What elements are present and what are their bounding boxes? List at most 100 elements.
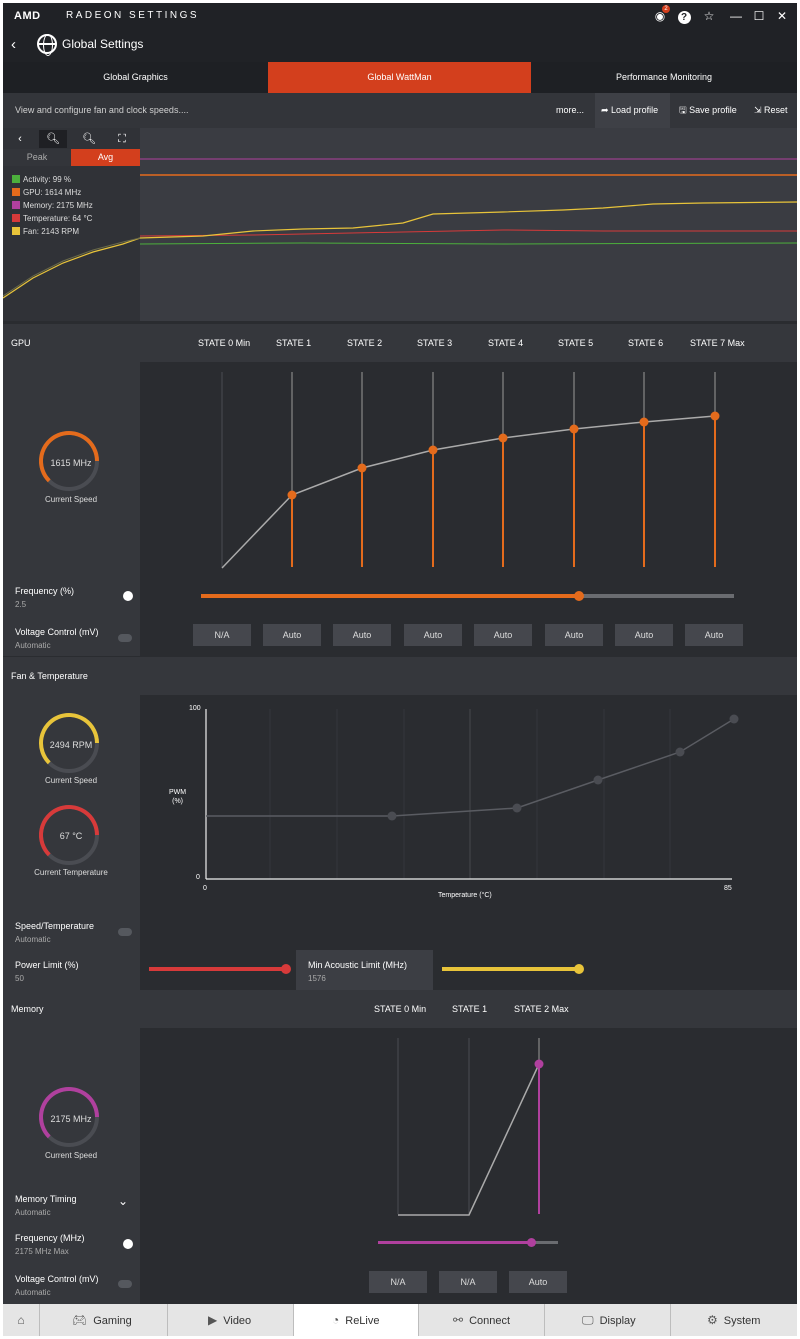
memory-timing-panel[interactable]: Memory Timing Automatic ⌄ xyxy=(3,1184,140,1224)
memory-voltage-state-0[interactable]: N/A xyxy=(369,1271,427,1293)
close-icon[interactable]: ✕ xyxy=(776,9,788,23)
app-title: RADEON SETTINGS xyxy=(66,10,200,21)
gpu-voltage-state-0[interactable]: N/A xyxy=(193,624,251,646)
collapse-icon[interactable]: ‹ xyxy=(18,133,22,145)
gpu-voltage-state-7[interactable]: Auto xyxy=(685,624,743,646)
nav-relive[interactable]: ◔ ReLive xyxy=(293,1304,418,1336)
tab-performance-monitoring[interactable]: Performance Monitoring xyxy=(615,72,713,82)
history-line xyxy=(3,237,141,297)
tab-global-wattman[interactable]: Global WattMan xyxy=(268,62,531,93)
nav-gaming[interactable]: 🎮︎ Gaming xyxy=(39,1304,167,1336)
temperature-value: 67 °C xyxy=(59,831,83,841)
memory-frequency-toggle[interactable] xyxy=(123,1239,133,1249)
memory-frequency-knob[interactable] xyxy=(526,1238,536,1247)
fan-line xyxy=(3,201,797,299)
nav-system[interactable]: ⚙ System xyxy=(670,1304,797,1336)
gpu-voltage-state-5[interactable]: Auto xyxy=(545,624,603,646)
star-icon[interactable]: ☆ xyxy=(703,9,715,23)
memory-timing-title: Memory Timing xyxy=(15,1194,77,1204)
memory-voltage-mode: Automatic xyxy=(15,1288,51,1297)
avg-toggle[interactable]: Avg xyxy=(71,149,140,166)
zoom-in-icon[interactable]: 🔍︎ xyxy=(39,130,67,148)
power-limit-slider[interactable] xyxy=(149,964,291,974)
reset-icon: ⇲ xyxy=(754,105,765,115)
graph-plot-area xyxy=(140,128,797,321)
fan-point-3[interactable] xyxy=(593,775,603,785)
reset-label: Reset xyxy=(764,105,788,115)
state-4-handle[interactable] xyxy=(498,433,508,443)
legend-memory[interactable]: Memory: 2175 MHz xyxy=(12,201,93,210)
more-button[interactable]: more... xyxy=(556,105,585,115)
gpu-voltage-state-4[interactable]: Auto xyxy=(474,624,532,646)
fan-point-4[interactable] xyxy=(675,747,685,757)
gpu-voltage-state-2[interactable]: Auto xyxy=(333,624,391,646)
load-profile-button[interactable]: ➦ Load profile xyxy=(595,93,670,128)
acoustic-limit-slider[interactable] xyxy=(442,964,584,974)
help-icon[interactable]: ? xyxy=(675,7,693,25)
nav-connect[interactable]: ⚯ Connect xyxy=(418,1304,544,1336)
state-3-handle[interactable] xyxy=(428,445,438,455)
home-button[interactable]: ⌂ xyxy=(3,1304,39,1336)
back-icon[interactable]: ‹ xyxy=(11,36,16,53)
minimize-icon[interactable]: — xyxy=(730,9,742,23)
memory-frequency-slider[interactable] xyxy=(378,1238,558,1247)
memory-speed-value: 2175 MHz xyxy=(50,1114,92,1124)
state-7-handle[interactable] xyxy=(710,411,720,421)
speed-temperature-spacer xyxy=(140,910,797,950)
bottom-navigation: ⌂ 🎮︎ Gaming ▶ Video ◔ ReLive ⚯ Connect 🖵 Disp… xyxy=(3,1304,797,1336)
gpu-state-4: STATE 4 xyxy=(488,338,524,348)
power-limit-knob[interactable] xyxy=(281,964,291,974)
legend-activity[interactable]: Activity: 99 % xyxy=(12,175,71,184)
gpu-voltage-state-3[interactable]: Auto xyxy=(404,624,462,646)
state-1-handle[interactable] xyxy=(287,490,297,500)
fan-gauge-panel: 2494 RPM Current Speed 67 °C Current Tem… xyxy=(3,695,140,910)
peak-toggle[interactable]: Peak xyxy=(3,149,71,166)
acoustic-limit-value: 1576 xyxy=(308,974,326,983)
memory-voltage-state-2[interactable]: Auto xyxy=(509,1271,567,1293)
acoustic-limit-knob[interactable] xyxy=(574,964,584,974)
gpu-frequency-toggle[interactable] xyxy=(123,591,133,601)
legend-temperature[interactable]: Temperature: 64 °C xyxy=(12,214,92,223)
legend-fan[interactable]: Fan: 2143 RPM xyxy=(12,227,79,236)
amd-logo: AMD xyxy=(14,10,41,22)
globe-icon xyxy=(37,34,57,56)
reset-button[interactable]: ⇲ Reset xyxy=(748,93,794,128)
fan-chart-ylabel: PWM (%) xyxy=(169,789,187,805)
legend-label: Temperature: 64 °C xyxy=(23,214,93,223)
fan-point-2[interactable] xyxy=(512,803,522,813)
nav-video[interactable]: ▶ Video xyxy=(167,1304,293,1336)
legend-gpu[interactable]: GPU: 1614 MHz xyxy=(12,188,81,197)
memory-voltage-state-1[interactable]: N/A xyxy=(439,1271,497,1293)
page-title: Global Settings xyxy=(62,37,144,51)
gpu-voltage-state-1[interactable]: Auto xyxy=(263,624,321,646)
state-6-handle[interactable] xyxy=(639,417,649,427)
maximize-icon[interactable]: ☐ xyxy=(753,9,765,23)
chevron-down-icon[interactable]: ⌄ xyxy=(118,1194,129,1208)
memory-frequency-value: 2175 MHz Max xyxy=(15,1247,69,1256)
fit-icon[interactable]: ⛶ xyxy=(118,133,126,145)
memory-frequency-title: Frequency (MHz) xyxy=(15,1233,85,1243)
state-5-handle[interactable] xyxy=(569,424,579,434)
gpu-voltage-state-6[interactable]: Auto xyxy=(615,624,673,646)
gpu-frequency-knob[interactable] xyxy=(574,591,584,601)
legend-label: Activity: 99 % xyxy=(23,175,72,184)
memory-voltage-toggle[interactable] xyxy=(118,1280,132,1288)
save-profile-button[interactable]: 🖫 Save profile xyxy=(673,93,743,128)
zoom-out-icon[interactable]: 🔍︎ xyxy=(82,133,96,145)
memory-section-header: Memory STATE 0 Min STATE 1 STATE 2 Max xyxy=(3,990,797,1028)
gpu-voltage-toggle[interactable] xyxy=(118,634,132,642)
fan-point-1[interactable] xyxy=(387,811,397,821)
page-header: ‹ Global Settings xyxy=(3,29,797,62)
gear-icon: ⚙ xyxy=(707,1313,718,1327)
notifications-icon[interactable]: ◉ 2 xyxy=(651,5,670,25)
memory-state-2-handle[interactable] xyxy=(534,1059,544,1069)
fan-point-5[interactable] xyxy=(729,714,739,724)
state-2-handle[interactable] xyxy=(357,463,367,473)
speed-temperature-toggle[interactable] xyxy=(118,928,132,936)
nav-display[interactable]: 🖵 Display xyxy=(544,1304,670,1336)
checkbox-icon xyxy=(12,188,20,196)
memory-speed-gauge xyxy=(39,1087,99,1147)
gpu-frequency-slider[interactable] xyxy=(201,591,734,601)
tab-global-graphics[interactable]: Global Graphics xyxy=(103,72,168,82)
gpu-state-3: STATE 3 xyxy=(417,338,453,348)
